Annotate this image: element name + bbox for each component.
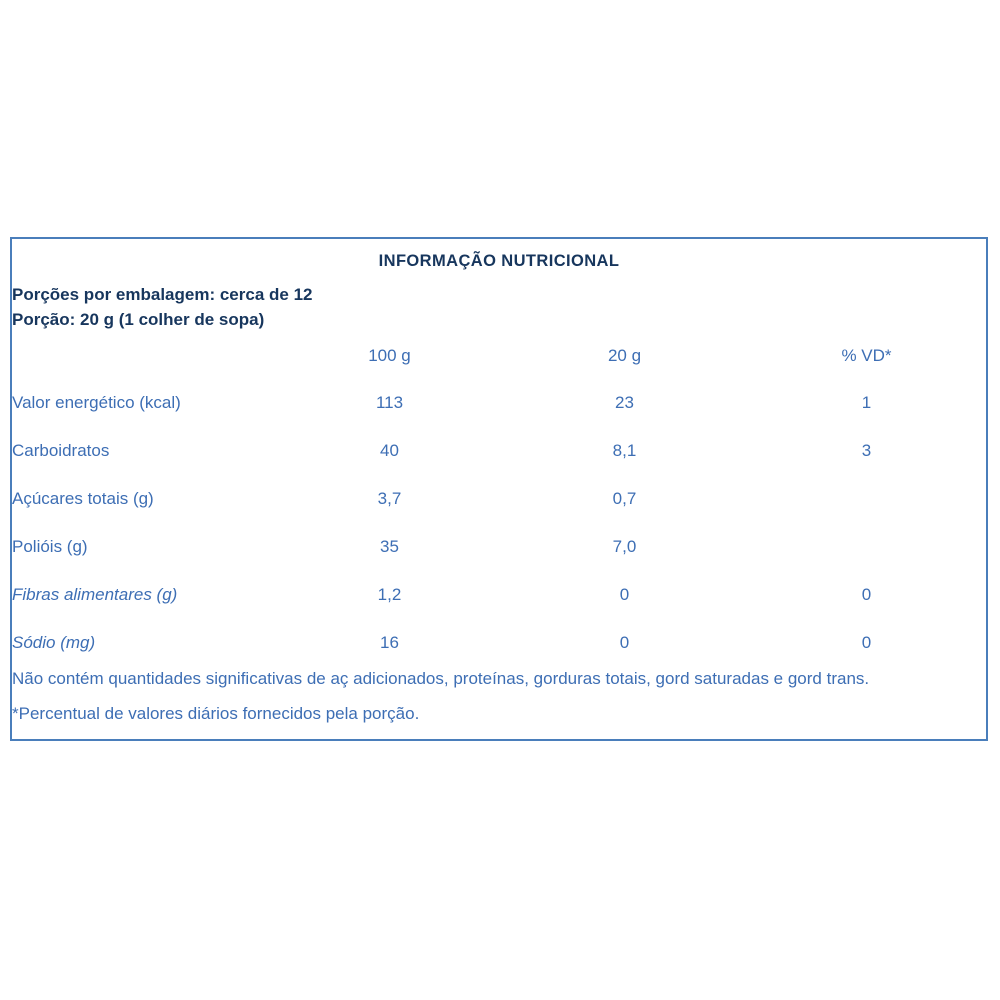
- nutrient-value-per-portion: 0: [619, 633, 630, 653]
- nutrition-facts-table: INFORMAÇÃO NUTRICIONAL Porções por embal…: [12, 239, 986, 739]
- nutrient-value-per-100g: 113: [375, 393, 404, 413]
- nutrition-table-body: INFORMAÇÃO NUTRICIONAL Porções por embal…: [12, 239, 986, 739]
- column-header-row: 100 g 20 g % VD*: [12, 332, 986, 379]
- servings-per-package: Porções por embalagem: cerca de 12: [12, 285, 313, 304]
- nutrient-label: Sódio (mg): [12, 633, 96, 653]
- insignificant-amounts-note: Não contém quantidades significativas de…: [12, 669, 870, 689]
- column-header-label: [12, 332, 277, 379]
- nutrient-value-per-100g: 1,2: [377, 585, 402, 605]
- nutrient-value-per-portion: 0: [619, 585, 630, 605]
- nutrient-value-per-portion: 23: [615, 393, 634, 413]
- nutrient-value-per-portion: 0,7: [612, 489, 637, 509]
- nutrient-value-per-100g: 16: [380, 633, 399, 653]
- servings-block: Porções por embalagem: cerca de 12 Porçã…: [12, 283, 986, 332]
- page-title: INFORMAÇÃO NUTRICIONAL: [378, 251, 620, 270]
- portion-size: Porção: 20 g (1 colher de sopa): [12, 309, 265, 329]
- nutrient-value-per-100g: 35: [380, 537, 399, 557]
- nutrient-value-per-100g: 40: [380, 441, 399, 461]
- table-row: Fibras alimentares (g) 1,2 0 0: [12, 571, 986, 619]
- nutrient-value-vd: 1: [861, 393, 872, 413]
- nutrient-label: Fibras alimentares (g): [12, 585, 178, 605]
- table-row: Polióis (g) 35 7,0: [12, 523, 986, 571]
- servings-row: Porções por embalagem: cerca de 12 Porçã…: [12, 283, 986, 332]
- nutrient-value-per-portion: 8,1: [612, 441, 637, 461]
- table-row: Carboidratos 40 8,1 3: [12, 427, 986, 475]
- table-row: Sódio (mg) 16 0 0: [12, 619, 986, 667]
- title-row: INFORMAÇÃO NUTRICIONAL: [12, 239, 986, 283]
- vd-footnote: *Percentual de valores diários fornecido…: [12, 703, 420, 723]
- nutrient-value-vd: 0: [861, 585, 872, 605]
- column-header-per-100g: 100 g: [368, 345, 411, 365]
- nutrient-label: Carboidratos: [12, 441, 110, 461]
- nutrient-value-vd: [747, 523, 986, 571]
- insignificant-amounts-row: Não contém quantidades significativas de…: [12, 667, 986, 692]
- table-row: Valor energético (kcal) 113 23 1: [12, 379, 986, 427]
- nutrient-label: Valor energético (kcal): [12, 393, 181, 413]
- nutrient-value-per-100g: 3,7: [377, 489, 402, 509]
- nutrient-label: Açúcares totais (g): [12, 489, 154, 509]
- nutrient-value-vd: 3: [861, 441, 872, 461]
- nutrition-facts-panel: INFORMAÇÃO NUTRICIONAL Porções por embal…: [10, 237, 988, 741]
- nutrient-value-per-portion: 7,0: [612, 537, 637, 557]
- nutrient-label: Polióis (g): [12, 537, 88, 557]
- column-header-vd: % VD*: [841, 345, 892, 365]
- nutrient-value-vd: 0: [861, 633, 872, 653]
- table-row: Açúcares totais (g) 3,7 0,7: [12, 475, 986, 523]
- column-header-per-portion: 20 g: [607, 345, 642, 365]
- vd-footnote-row: *Percentual de valores diários fornecido…: [12, 692, 986, 739]
- nutrient-value-vd: [747, 475, 986, 523]
